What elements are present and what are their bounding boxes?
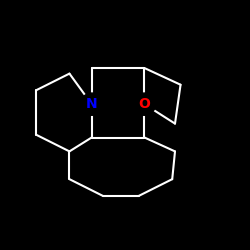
Circle shape bbox=[133, 93, 156, 115]
Text: O: O bbox=[138, 97, 150, 111]
Text: N: N bbox=[86, 97, 98, 111]
Circle shape bbox=[80, 93, 103, 115]
